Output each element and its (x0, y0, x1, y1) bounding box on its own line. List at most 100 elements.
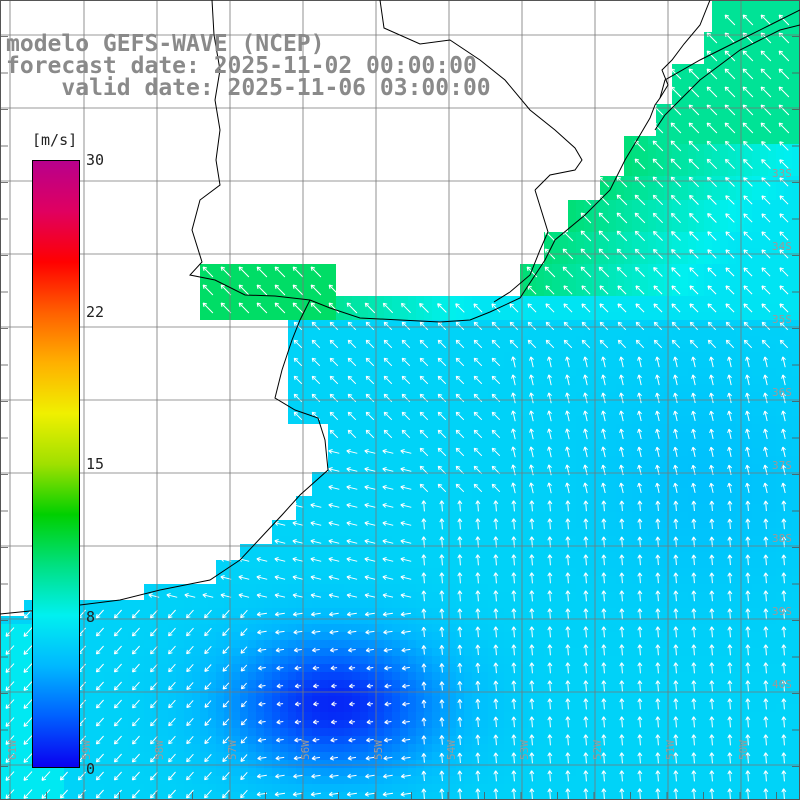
wind-cell (592, 216, 600, 224)
wind-cell (552, 304, 560, 312)
wind-cell (648, 488, 656, 496)
wind-cell (688, 168, 696, 176)
wind-cell (576, 592, 584, 600)
wind-cell (384, 616, 392, 624)
wind-cell (144, 608, 152, 616)
wind-cell (88, 664, 96, 672)
wind-cell (624, 600, 632, 608)
wind-cell (640, 624, 648, 632)
wind-cell (656, 424, 664, 432)
wind-cell (688, 568, 696, 576)
wind-cell (632, 424, 640, 432)
wind-cell (288, 560, 296, 568)
wind-cell (696, 496, 704, 504)
wind-cell (424, 520, 432, 528)
wind-cell (680, 72, 688, 80)
wind-cell (584, 440, 592, 448)
wind-cell (448, 360, 456, 368)
wind-cell (592, 312, 600, 320)
wind-cell (224, 720, 232, 728)
wind-cell (608, 368, 616, 376)
wind-cell (584, 632, 592, 640)
wind-cell (432, 528, 440, 536)
wind-cell (784, 192, 792, 200)
wind-cell (784, 384, 792, 392)
wind-cell (760, 488, 768, 496)
wind-cell (528, 440, 536, 448)
wind-cell (720, 536, 728, 544)
wind-cell (672, 496, 680, 504)
wind-cell (360, 480, 368, 488)
wind-cell (568, 288, 576, 296)
wind-cell (776, 136, 784, 144)
wind-cell (520, 512, 528, 520)
wind-cell (640, 464, 648, 472)
wind-cell (336, 600, 344, 608)
wind-cell (776, 312, 784, 320)
wind-cell (304, 544, 312, 552)
wind-cell (776, 200, 784, 208)
wind-cell (752, 144, 760, 152)
wind-cell (568, 720, 576, 728)
wind-cell (344, 320, 352, 328)
wind-cell (704, 56, 712, 64)
wind-cell (640, 392, 648, 400)
wind-cell (232, 576, 240, 584)
wind-cell (672, 256, 680, 264)
wind-cell (240, 568, 248, 576)
wind-cell (672, 64, 680, 72)
wind-cell (440, 400, 448, 408)
wind-cell (568, 576, 576, 584)
wind-cell (504, 656, 512, 664)
wind-cell (344, 424, 352, 432)
wind-cell (736, 648, 744, 656)
wind-cell (760, 216, 768, 224)
wind-cell (400, 472, 408, 480)
wind-cell (304, 520, 312, 528)
wind-cell (552, 696, 560, 704)
wind-cell (176, 656, 184, 664)
wind-cell (656, 416, 664, 424)
wind-cell (728, 192, 736, 200)
wind-cell (688, 296, 696, 304)
wind-cell (632, 696, 640, 704)
wind-cell (584, 712, 592, 720)
wind-cell (552, 264, 560, 272)
wind-cell (728, 80, 736, 88)
wind-cell (376, 680, 384, 688)
wind-cell (376, 336, 384, 344)
wind-cell (744, 544, 752, 552)
wind-cell (272, 680, 280, 688)
wind-cell (512, 648, 520, 656)
wind-cell (736, 480, 744, 488)
wind-cell (168, 624, 176, 632)
wind-cell (520, 264, 528, 272)
wind-cell (576, 704, 584, 712)
wind-cell (288, 568, 296, 576)
wind-cell (288, 656, 296, 664)
wind-cell (792, 112, 800, 120)
wind-cell (360, 536, 368, 544)
wind-cell (112, 624, 120, 632)
wind-cell (336, 352, 344, 360)
wind-cell (104, 608, 112, 616)
wind-cell (616, 560, 624, 568)
wind-cell (672, 192, 680, 200)
wind-cell (624, 264, 632, 272)
wind-cell (768, 48, 776, 56)
wind-cell (776, 56, 784, 64)
wind-cell (776, 344, 784, 352)
wind-cell (584, 264, 592, 272)
wind-cell (704, 376, 712, 384)
wind-cell (440, 368, 448, 376)
wind-cell (344, 480, 352, 488)
wind-cell (656, 176, 664, 184)
wind-cell (608, 200, 616, 208)
wind-cell (248, 680, 256, 688)
wind-cell (784, 696, 792, 704)
wind-cell (296, 576, 304, 584)
wind-cell (344, 616, 352, 624)
wind-cell (792, 336, 800, 344)
wind-cell (280, 544, 288, 552)
wind-cell (288, 616, 296, 624)
